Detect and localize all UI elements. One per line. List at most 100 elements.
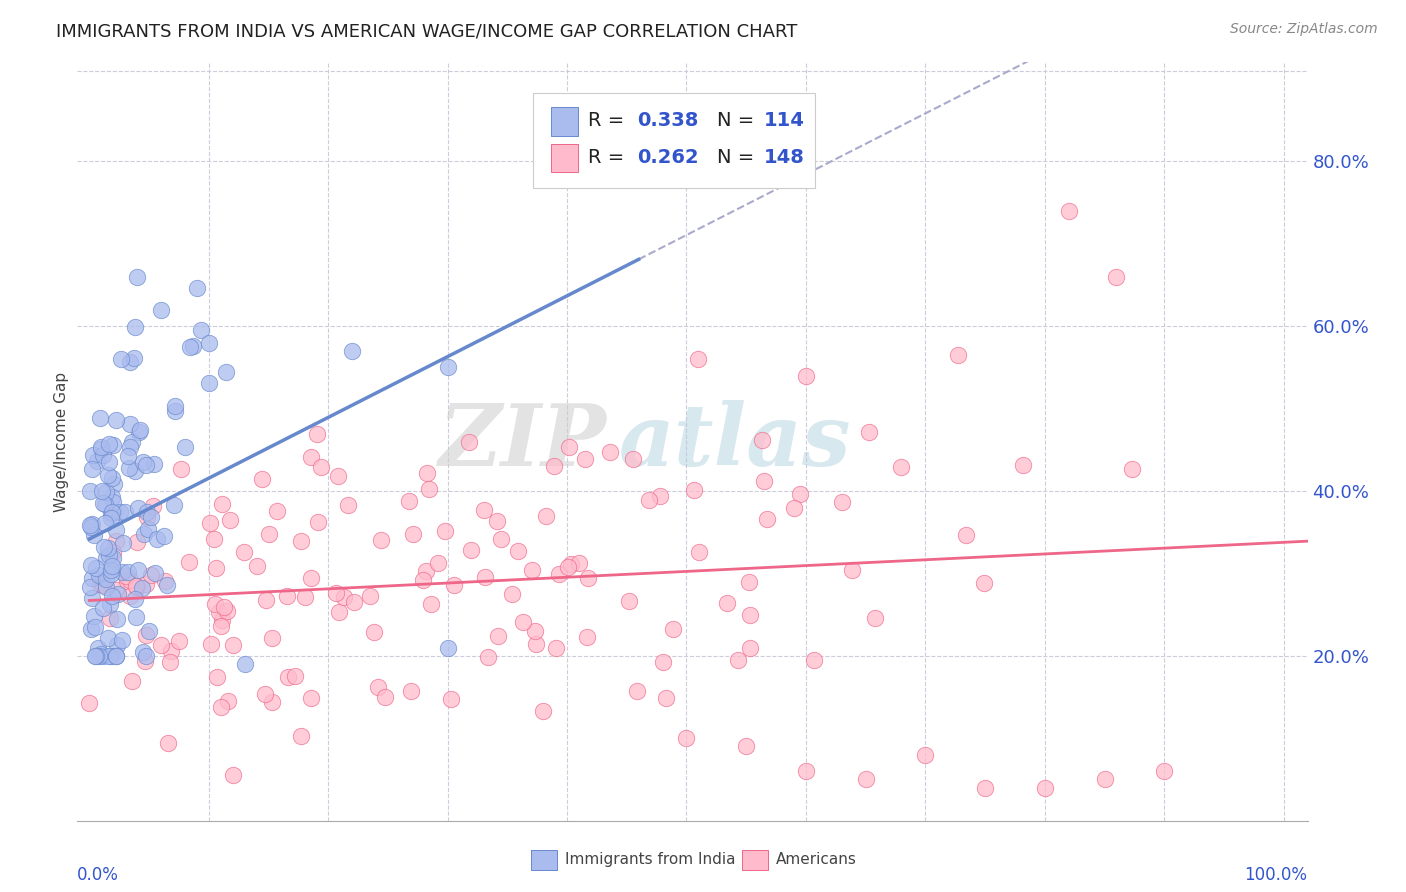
Point [135, 648, 157, 663]
Point [544, 640, 567, 655]
Point [135, 509, 157, 524]
Text: IMMIGRANTS FROM INDIA VS AMERICAN WAGE/INCOME GAP CORRELATION CHART: IMMIGRANTS FROM INDIA VS AMERICAN WAGE/I… [56, 22, 797, 40]
Point [105, 534, 128, 549]
Point [129, 423, 152, 437]
Point [440, 691, 463, 706]
Point [80, 622, 103, 636]
Point [662, 622, 685, 636]
Point [1094, 772, 1116, 787]
Point [141, 567, 163, 582]
Point [436, 640, 458, 655]
Point [87, 568, 110, 582]
Point [93, 540, 115, 554]
Point [299, 571, 322, 585]
Point [363, 624, 385, 639]
Point [621, 452, 644, 467]
Point [415, 466, 437, 480]
Point [688, 545, 710, 559]
Point [143, 566, 166, 580]
Point [98, 597, 121, 611]
Point [103, 505, 125, 519]
Point [211, 497, 233, 511]
Point [211, 613, 233, 627]
Point [124, 320, 146, 334]
Point [94, 572, 117, 586]
Point [128, 425, 150, 439]
Point [80, 462, 103, 476]
Point [80, 591, 103, 605]
Point [101, 551, 124, 566]
Point [118, 461, 141, 475]
Point [233, 545, 256, 559]
Point [524, 637, 547, 651]
Point [146, 532, 169, 546]
Point [104, 412, 127, 426]
Point [80, 520, 103, 534]
Point [217, 694, 239, 708]
Point [90, 647, 112, 661]
Text: Immigrants from India: Immigrants from India [565, 853, 735, 867]
Point [110, 351, 132, 366]
Point [219, 513, 242, 527]
Point [727, 653, 749, 667]
Point [534, 508, 557, 523]
Point [477, 649, 499, 664]
Point [160, 644, 183, 658]
Point [118, 355, 141, 369]
Point [80, 558, 103, 572]
Point [443, 578, 465, 592]
Text: R =: R = [588, 112, 630, 130]
Point [547, 567, 569, 582]
Point [98, 648, 121, 663]
Point [359, 589, 381, 603]
Point [890, 460, 912, 475]
Point [131, 581, 153, 595]
Point [277, 670, 299, 684]
Point [83, 620, 105, 634]
Point [260, 631, 283, 645]
Point [973, 576, 995, 591]
Point [254, 687, 277, 701]
Point [165, 404, 187, 418]
Point [284, 669, 307, 683]
Point [125, 609, 148, 624]
Point [1153, 764, 1175, 779]
Point [946, 347, 969, 361]
Point [125, 580, 148, 594]
Point [82, 448, 104, 462]
Text: atlas: atlas [619, 400, 851, 483]
Point [149, 302, 172, 317]
Point [96, 551, 118, 566]
Point [124, 592, 146, 607]
Point [118, 573, 141, 587]
Point [254, 593, 277, 607]
Point [124, 464, 146, 478]
Point [120, 417, 142, 432]
Point [557, 559, 579, 574]
Point [97, 541, 120, 555]
Point [181, 339, 204, 353]
Point [460, 542, 482, 557]
Point [794, 368, 817, 383]
Point [94, 580, 117, 594]
Point [202, 532, 225, 546]
Point [259, 526, 281, 541]
Point [122, 351, 145, 366]
Point [135, 458, 157, 473]
Point [100, 507, 122, 521]
Point [299, 450, 322, 465]
Point [486, 514, 509, 528]
Point [97, 455, 120, 469]
Point [165, 399, 187, 413]
Point [205, 670, 228, 684]
Point [86, 454, 108, 468]
Text: 148: 148 [763, 148, 804, 167]
Point [143, 457, 166, 471]
Point [207, 605, 229, 619]
Point [179, 556, 201, 570]
Point [399, 684, 422, 698]
Point [619, 594, 641, 608]
Point [127, 535, 149, 549]
Point [100, 511, 122, 525]
Point [87, 641, 110, 656]
